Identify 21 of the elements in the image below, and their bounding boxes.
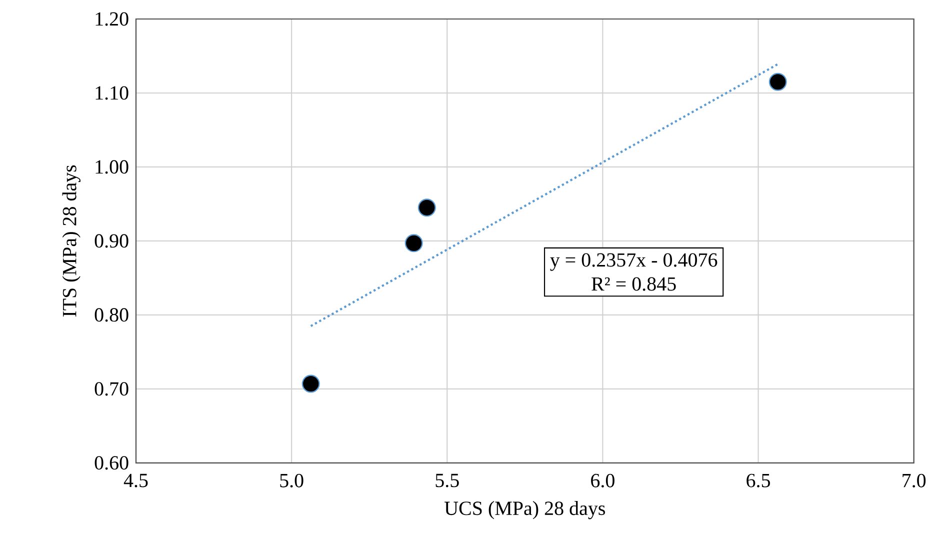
point bbox=[768, 72, 787, 91]
x-tick-label: 5.0 bbox=[280, 474, 304, 488]
y-tick-label: 0.80 bbox=[94, 308, 128, 322]
point bbox=[404, 234, 423, 252]
annotation: R² = 0.845 bbox=[592, 277, 676, 291]
annotation: y = 0.2357x - 0.4076 bbox=[550, 253, 718, 271]
y-tick-label: 1.10 bbox=[96, 86, 128, 100]
x-tick-label: 6.5 bbox=[746, 474, 770, 488]
y-tick-label: 1.20 bbox=[96, 12, 128, 26]
point bbox=[418, 198, 436, 217]
y-tick-label: 1.00 bbox=[96, 160, 128, 174]
x-tick-label: 6.0 bbox=[591, 474, 614, 488]
x-axis-title: UCS (MPa) 28 days bbox=[444, 501, 605, 520]
y-tick-label: 0.90 bbox=[94, 234, 128, 248]
y-tick-label: 0.70 bbox=[94, 382, 128, 396]
y-tick-label: 0.60 bbox=[94, 456, 128, 470]
y-axis-title: ITS (MPa) 28 days bbox=[62, 165, 80, 317]
x-tick-label: 5.5 bbox=[436, 474, 459, 488]
x-tick-label: 7.0 bbox=[902, 474, 926, 488]
point bbox=[302, 374, 320, 393]
x-tick-label: 4.5 bbox=[124, 474, 148, 488]
